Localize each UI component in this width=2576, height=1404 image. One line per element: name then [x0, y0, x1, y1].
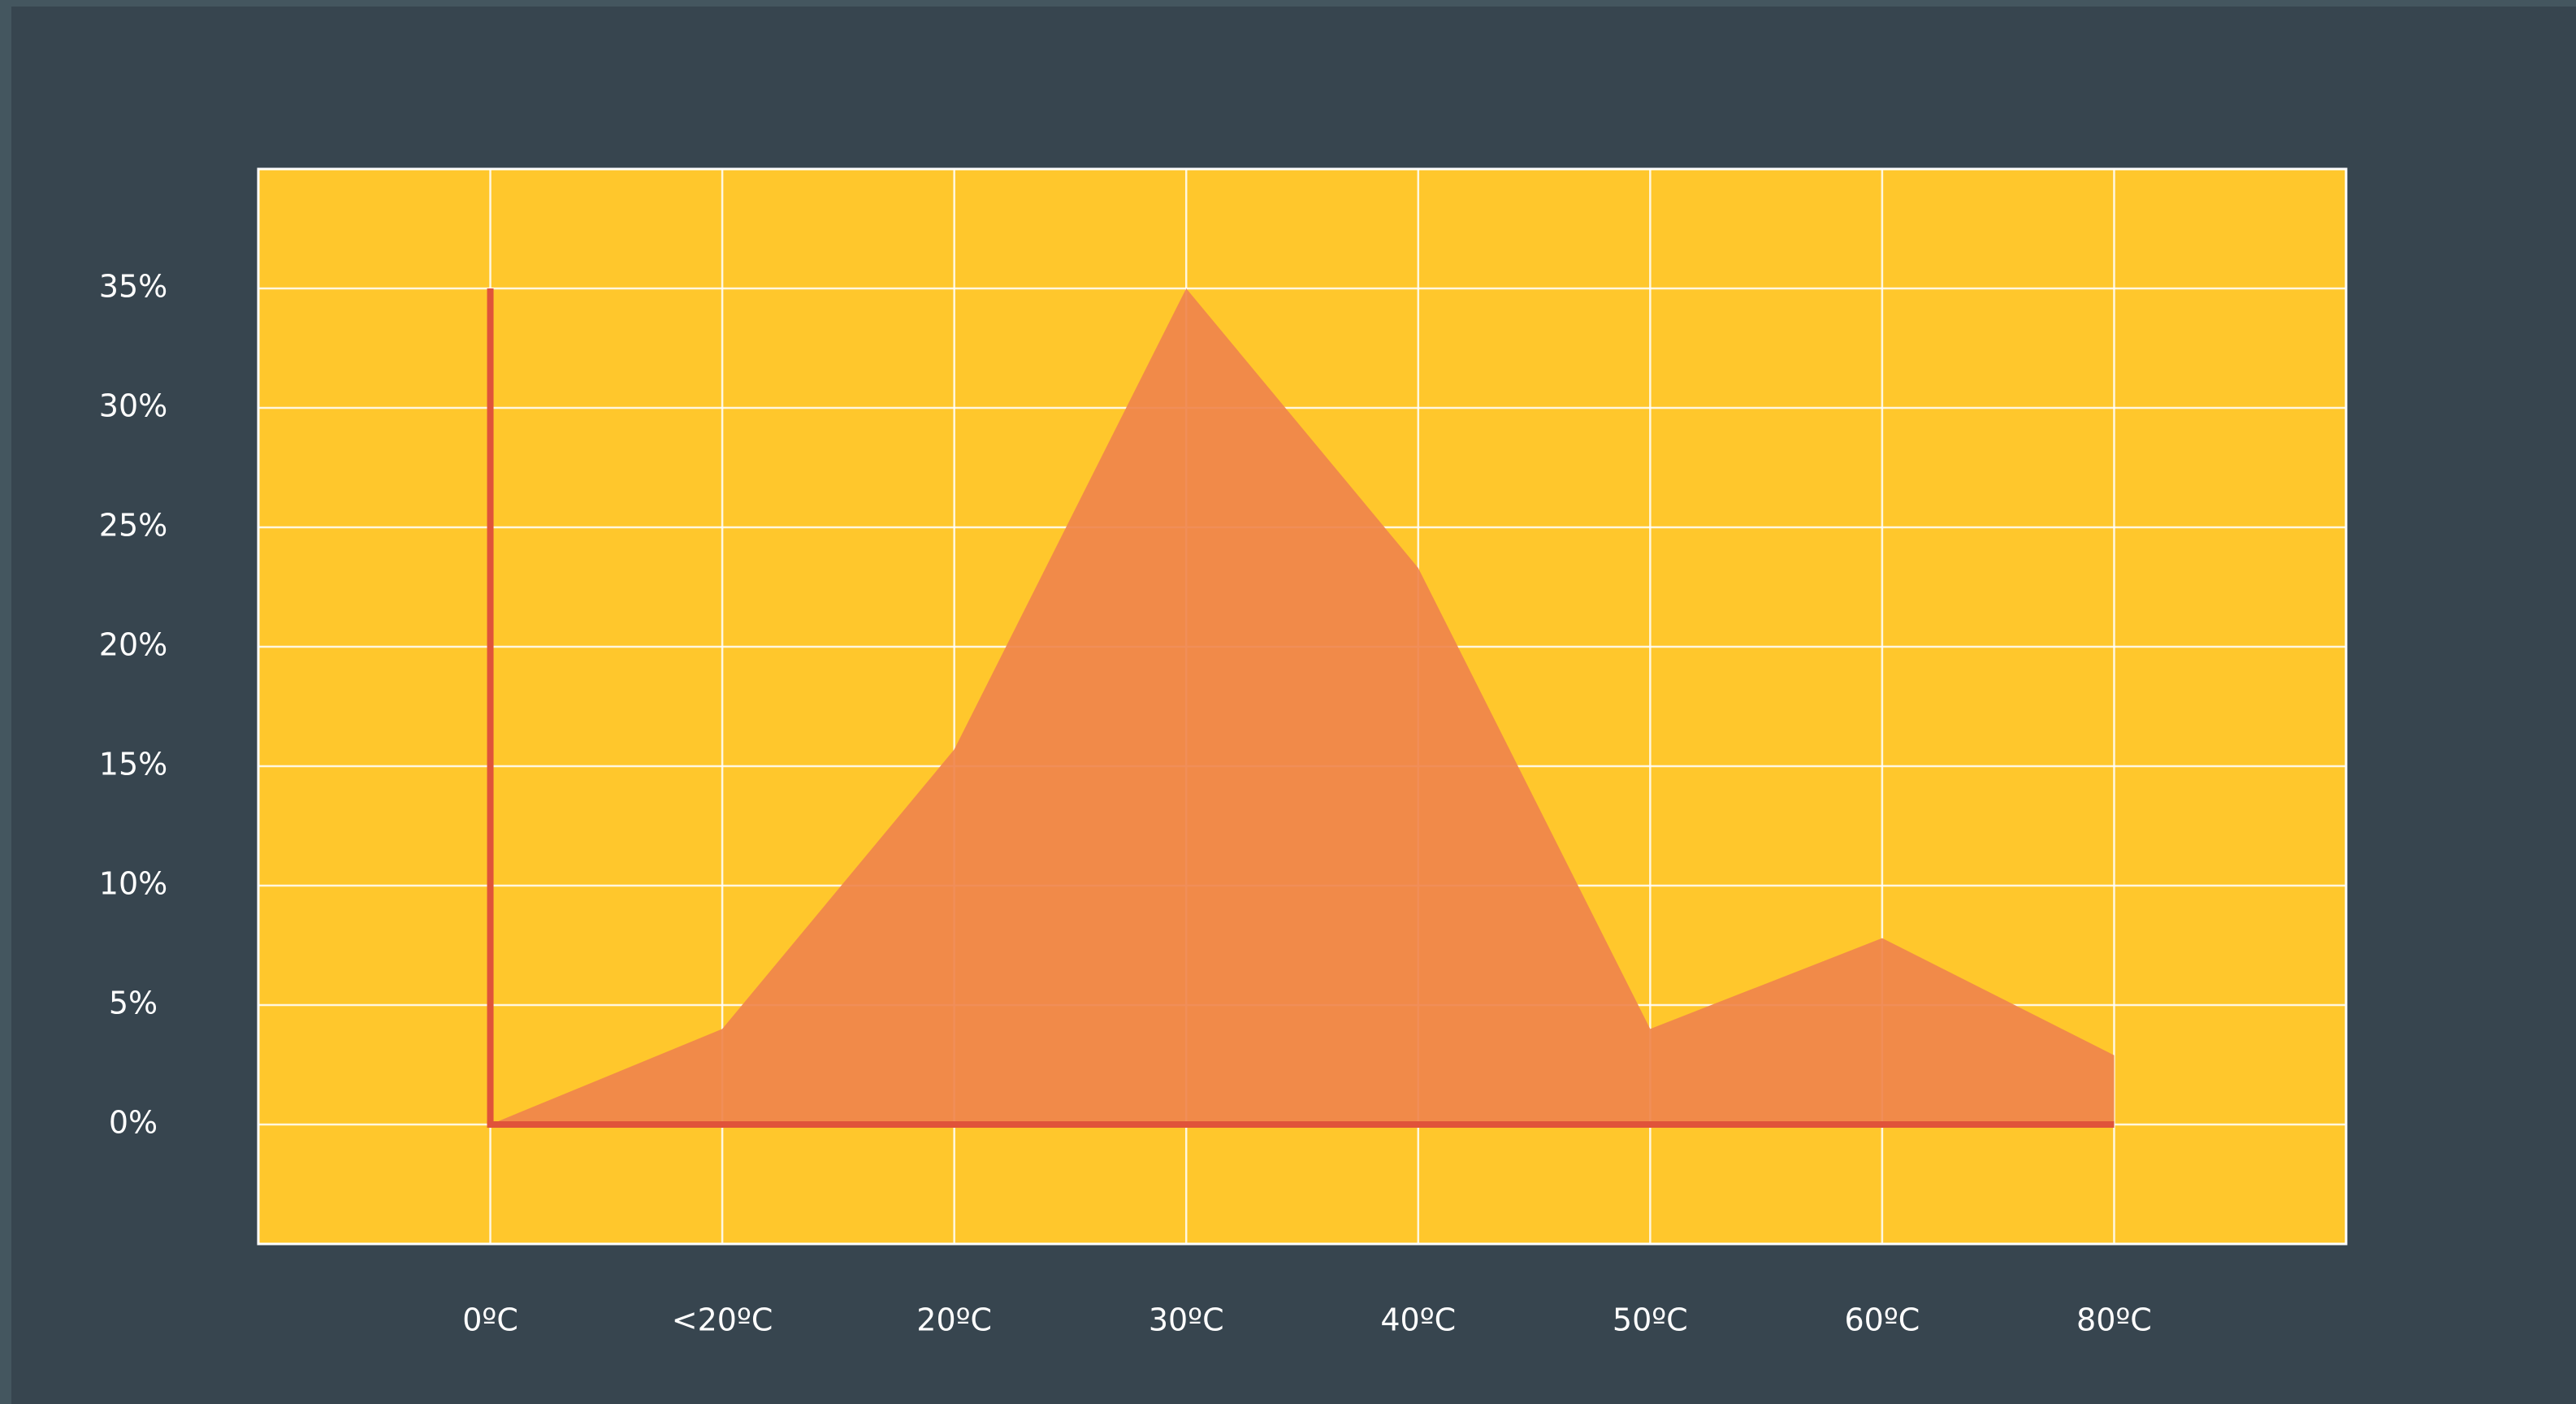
x-tick-label: 80ºC: [2076, 1302, 2152, 1338]
x-tick-label: 0ºC: [462, 1302, 518, 1338]
x-tick-label: <20ºC: [672, 1302, 773, 1338]
x-tick-label: 40ºC: [1380, 1302, 1456, 1338]
y-tick-label: 25%: [99, 508, 167, 544]
y-tick-label: 5%: [109, 986, 158, 1021]
y-tick-label: 35%: [99, 269, 167, 305]
y-tick-label: 30%: [99, 388, 167, 424]
area: [490, 288, 2115, 1124]
x-tick-label: 20ºC: [916, 1302, 992, 1338]
x-tick-label: 60ºC: [1844, 1302, 1920, 1338]
y-tick-label: 10%: [99, 866, 167, 902]
y-tick-label: 20%: [99, 627, 167, 663]
top-edge: [0, 0, 2576, 6]
y-tick-label: 0%: [109, 1105, 158, 1141]
x-tick-label: 30ºC: [1149, 1302, 1224, 1338]
y-tick-label: 15%: [99, 747, 167, 782]
left-edge: [0, 0, 11, 1404]
x-tick-label: 50ºC: [1613, 1302, 1688, 1338]
